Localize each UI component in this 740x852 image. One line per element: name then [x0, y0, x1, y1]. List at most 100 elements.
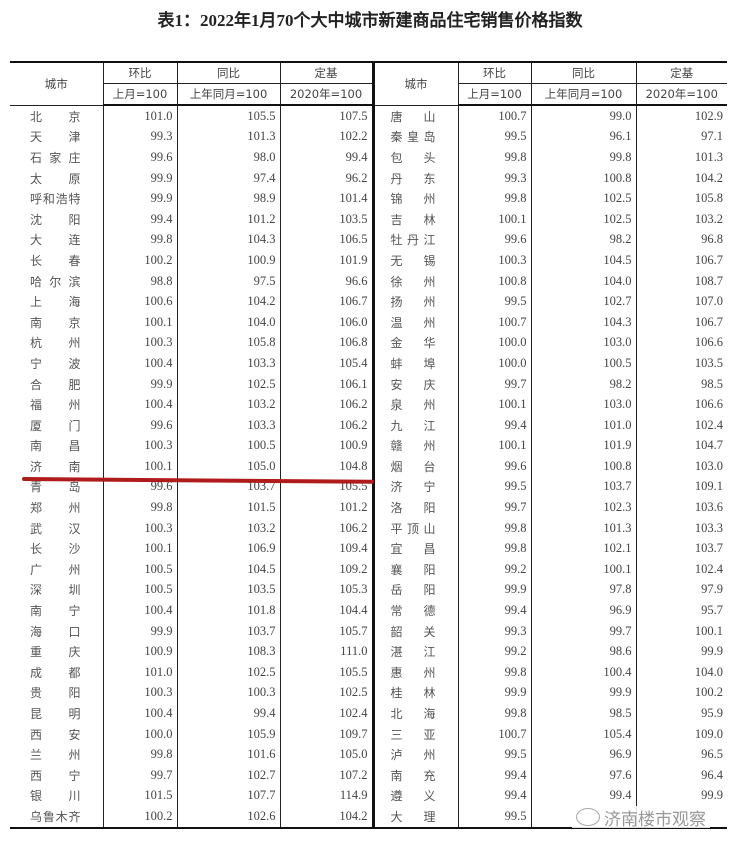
left-yoy-cell: 104.0 [176, 311, 280, 333]
table-row: 银川 101.5 107.7 114.9 遵义 99.4 99.4 99.9 [10, 785, 727, 807]
table-row: 长春 100.2 100.9 101.9 无锡 100.3 104.5 106.7 [10, 250, 727, 271]
right-base-cell: 97.9 [635, 579, 727, 601]
left-yoy-cell: 105.0 [176, 456, 280, 477]
right-mom-cell: 99.4 [457, 600, 531, 621]
right-mom-cell: 100.1 [457, 394, 531, 415]
right-mom-cell: 100.0 [457, 332, 531, 354]
right-yoy-cell: 98.2 [530, 373, 636, 395]
left-base-cell: 106.2 [279, 414, 373, 436]
right-city-cell: 三亚 [371, 723, 458, 745]
right-mom-cell: 99.5 [457, 476, 531, 498]
table-row: 厦门 99.6 103.3 106.2 九江 99.4 101.0 102.4 [10, 414, 727, 436]
right-mom-cell: 100.1 [457, 435, 531, 457]
left-yoy-cell: 101.3 [176, 126, 280, 148]
right-base-cell: 102.4 [635, 414, 727, 436]
right-base-cell: 103.3 [635, 517, 727, 539]
right-base-cell: 104.7 [635, 435, 727, 457]
right-mom-cell: 100.7 [457, 311, 531, 333]
left-base-cell: 102.2 [279, 126, 373, 148]
left-base-cell: 105.0 [279, 744, 373, 765]
right-base-cell: 105.8 [635, 188, 727, 209]
header-row-1: 城市 环比 同比 定基 城市 环比 同比 定基 [10, 62, 727, 106]
table-row: 长沙 100.1 106.9 109.4 宜昌 99.8 102.1 103.7 [10, 538, 727, 560]
right-mom-cell: 99.4 [457, 765, 531, 786]
left-city-cell: 重庆 [30, 645, 81, 660]
left-mom-cell: 100.3 [102, 682, 177, 704]
left-city-cell: 乌鲁木齐 [30, 809, 81, 824]
left-city-cell: 大连 [30, 233, 81, 248]
right-yoy-cell: 98.2 [530, 229, 636, 251]
table-row: 呼和浩特 99.9 98.9 101.4 锦州 99.8 102.5 105.8 [10, 188, 727, 209]
right-mom-cell: 100.7 [457, 723, 531, 745]
left-base-cell: 109.7 [279, 723, 373, 745]
left-yoy-cell: 105.9 [176, 723, 280, 745]
price-index-table: 城市 环比 同比 定基 城市 环比 同比 定基 上月=100 上年同月=100 … [10, 61, 727, 829]
left-base-cell: 105.3 [279, 579, 373, 601]
right-yoy-cell: 101.3 [530, 517, 636, 539]
table-row: 郑州 99.8 101.5 101.2 洛阳 99.7 102.3 103.6 [10, 497, 727, 518]
right-yoy-cell: 104.0 [530, 270, 636, 292]
left-city-cell: 深圳 [30, 583, 81, 598]
left-city-cell: 合肥 [30, 377, 81, 392]
left-mom-cell: 101.0 [102, 662, 177, 683]
left-yoy-cell: 102.6 [176, 806, 280, 828]
left-mom-cell: 100.3 [102, 517, 177, 539]
table-row: 石家庄 99.6 98.0 99.4 包头 99.8 99.8 101.3 [10, 147, 727, 168]
right-yoy-cell: 103.0 [530, 332, 636, 354]
right-mom-cell: 99.4 [457, 785, 531, 807]
left-city-cell: 上海 [30, 295, 81, 310]
left-mom-cell: 101.5 [102, 785, 177, 807]
table-row: 海口 99.9 103.7 105.7 韶关 99.3 99.7 100.1 [10, 620, 727, 642]
left-base-cell: 101.4 [279, 188, 373, 209]
left-city-cell: 南昌 [30, 439, 81, 454]
right-yoy-cell: 102.3 [530, 497, 636, 518]
left-city-cell: 西宁 [30, 768, 81, 783]
right-city-cell: 温州 [371, 311, 458, 333]
left-mom-cell: 100.4 [102, 600, 177, 621]
right-yoy-cell: 104.3 [530, 311, 636, 333]
right-mom-cell: 99.8 [457, 188, 531, 209]
right-base-cell: 103.2 [635, 208, 727, 230]
left-base-cell: 102.4 [279, 703, 373, 724]
left-mom-cell: 99.9 [102, 373, 177, 395]
left-mom-cell: 100.5 [102, 559, 177, 580]
left-city-cell: 兰州 [30, 748, 81, 763]
left-yoy-cell: 100.5 [176, 435, 280, 457]
left-yoy-cell: 103.7 [176, 620, 280, 642]
col-header-city: 城市 [10, 62, 103, 106]
right-base-cell: 106.7 [635, 250, 727, 271]
right-mom-cell: 99.9 [457, 579, 531, 601]
right-yoy-cell: 98.5 [530, 703, 636, 724]
left-base-cell: 111.0 [279, 641, 373, 663]
right-yoy-cell: 101.0 [530, 414, 636, 436]
table-row: 南京 100.1 104.0 106.0 温州 100.7 104.3 106.7 [10, 311, 727, 333]
left-base-cell: 105.7 [279, 620, 373, 642]
right-mom-cell: 99.8 [457, 703, 531, 724]
col-subheader-mom: 上月=100 [457, 83, 531, 106]
right-base-cell: 96.5 [635, 744, 727, 765]
left-base-cell: 101.9 [279, 250, 373, 271]
right-yoy-cell: 99.8 [530, 147, 636, 168]
left-mom-cell: 100.2 [102, 806, 177, 828]
left-base-cell: 114.9 [279, 785, 373, 807]
right-base-cell: 96.8 [635, 229, 727, 251]
left-city-cell: 长春 [30, 253, 81, 268]
table-row: 北京 101.0 105.5 107.5 唐山 100.7 99.0 102.9 [10, 105, 727, 127]
left-base-cell: 109.4 [279, 538, 373, 560]
left-base-cell: 104.4 [279, 600, 373, 621]
table-row: 杭州 100.3 105.8 106.8 金华 100.0 103.0 106.6 [10, 332, 727, 354]
left-base-cell: 104.2 [279, 806, 373, 828]
left-yoy-cell: 97.4 [176, 167, 280, 189]
right-yoy-cell: 96.9 [530, 600, 636, 621]
col-header-city: 城市 [371, 62, 458, 106]
left-mom-cell: 100.4 [102, 703, 177, 724]
right-city-cell: 北海 [371, 703, 458, 724]
right-mom-cell: 99.6 [457, 456, 531, 477]
left-city-cell: 沈阳 [30, 212, 81, 227]
table-row: 沈阳 99.4 101.2 103.5 吉林 100.1 102.5 103.2 [10, 208, 727, 230]
right-yoy-cell: 104.5 [530, 250, 636, 271]
right-base-cell: 106.6 [635, 332, 727, 354]
left-city-cell: 西安 [30, 727, 81, 742]
right-base-cell: 98.5 [635, 373, 727, 395]
left-base-cell: 105.4 [279, 353, 373, 374]
